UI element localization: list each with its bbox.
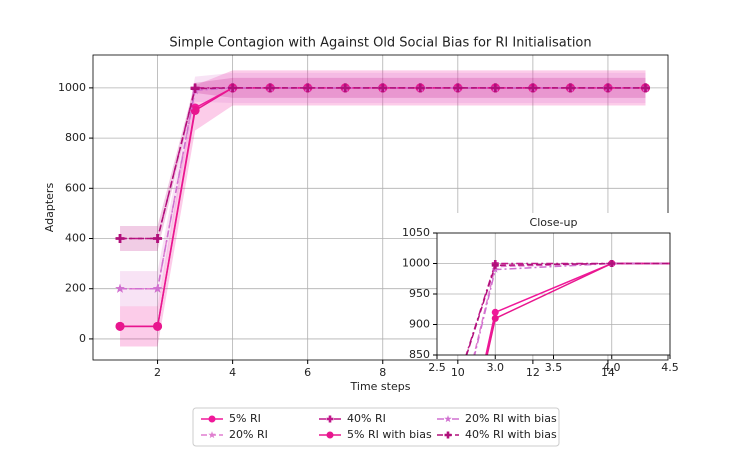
marker [640, 83, 650, 93]
y-tick-label: 900 [409, 318, 430, 331]
x-tick-label: 3.0 [487, 361, 505, 374]
y-tick-label: 850 [409, 348, 430, 361]
y-tick-label: 1000 [402, 257, 430, 270]
x-tick-label: 4 [229, 366, 236, 379]
error-band [120, 70, 646, 347]
marker [725, 260, 732, 267]
x-tick-label: 3.5 [545, 361, 563, 374]
x-tick-label: 4.5 [661, 361, 679, 374]
marker [190, 105, 200, 115]
y-axis-label: Adapters [43, 183, 56, 233]
marker [528, 83, 538, 93]
marker [153, 234, 163, 244]
marker [491, 265, 499, 273]
series-line [485, 262, 670, 355]
x-tick-label: 8 [379, 366, 386, 379]
marker [326, 431, 334, 439]
marker [725, 260, 732, 267]
plot-area [115, 70, 651, 347]
axes-frame [92, 54, 669, 361]
series-line [486, 262, 670, 355]
legend-label: 20% RI with bias [465, 412, 557, 425]
x-tick-label: 6 [304, 366, 311, 379]
marker [115, 321, 125, 331]
chart-title: Simple Contagion with Against Old Social… [169, 36, 591, 51]
x-tick-label: 2.5 [428, 361, 446, 374]
marker [208, 431, 216, 439]
marker [725, 260, 732, 267]
error-band [120, 77, 646, 252]
error-band [120, 72, 646, 307]
y-tick-label: 200 [65, 282, 86, 295]
y-tick-label: 800 [65, 131, 86, 144]
marker [491, 308, 499, 316]
x-tick-label: 2 [154, 366, 161, 379]
marker [415, 83, 425, 93]
marker [153, 321, 163, 331]
marker [378, 83, 388, 93]
marker [608, 260, 616, 267]
marker [326, 415, 334, 423]
marker [603, 83, 613, 93]
marker [265, 83, 275, 93]
plot-area [465, 259, 732, 355]
legend-label: 40% RI with bias [465, 428, 557, 441]
legend-label: 40% RI [347, 412, 386, 425]
marker [565, 83, 575, 93]
marker [725, 260, 732, 267]
y-tick-label: 400 [65, 232, 86, 245]
marker [491, 261, 499, 269]
x-tick-label: 4.0 [603, 361, 621, 374]
y-tick-label: 600 [65, 181, 86, 194]
axes-frame [436, 232, 671, 356]
y-tick-label: 1000 [58, 81, 86, 94]
marker [490, 83, 500, 93]
y-tick-label: 0 [79, 332, 86, 345]
legend-label: 5% RI [229, 412, 261, 425]
marker [725, 260, 732, 267]
x-tick-label: 10 [451, 366, 465, 379]
x-tick-label: 14 [601, 366, 615, 379]
legend-label: 20% RI [229, 428, 268, 441]
marker [228, 83, 238, 93]
inset-title: Close-up [530, 216, 578, 229]
legend-label: 5% RI with bias [347, 428, 432, 441]
x-axis-label: Time steps [350, 380, 411, 393]
y-tick-label: 1050 [402, 226, 430, 239]
marker [491, 314, 499, 322]
marker [444, 415, 452, 423]
marker [340, 83, 350, 93]
marker [444, 431, 452, 439]
marker [725, 260, 732, 267]
marker [115, 234, 125, 244]
marker [303, 83, 313, 93]
marker [453, 83, 463, 93]
marker [115, 283, 125, 293]
marker [190, 84, 200, 94]
marker [208, 415, 216, 423]
marker [152, 283, 163, 293]
x-tick-label: 12 [526, 366, 540, 379]
legend-box [192, 407, 560, 447]
y-tick-label: 950 [409, 287, 430, 300]
